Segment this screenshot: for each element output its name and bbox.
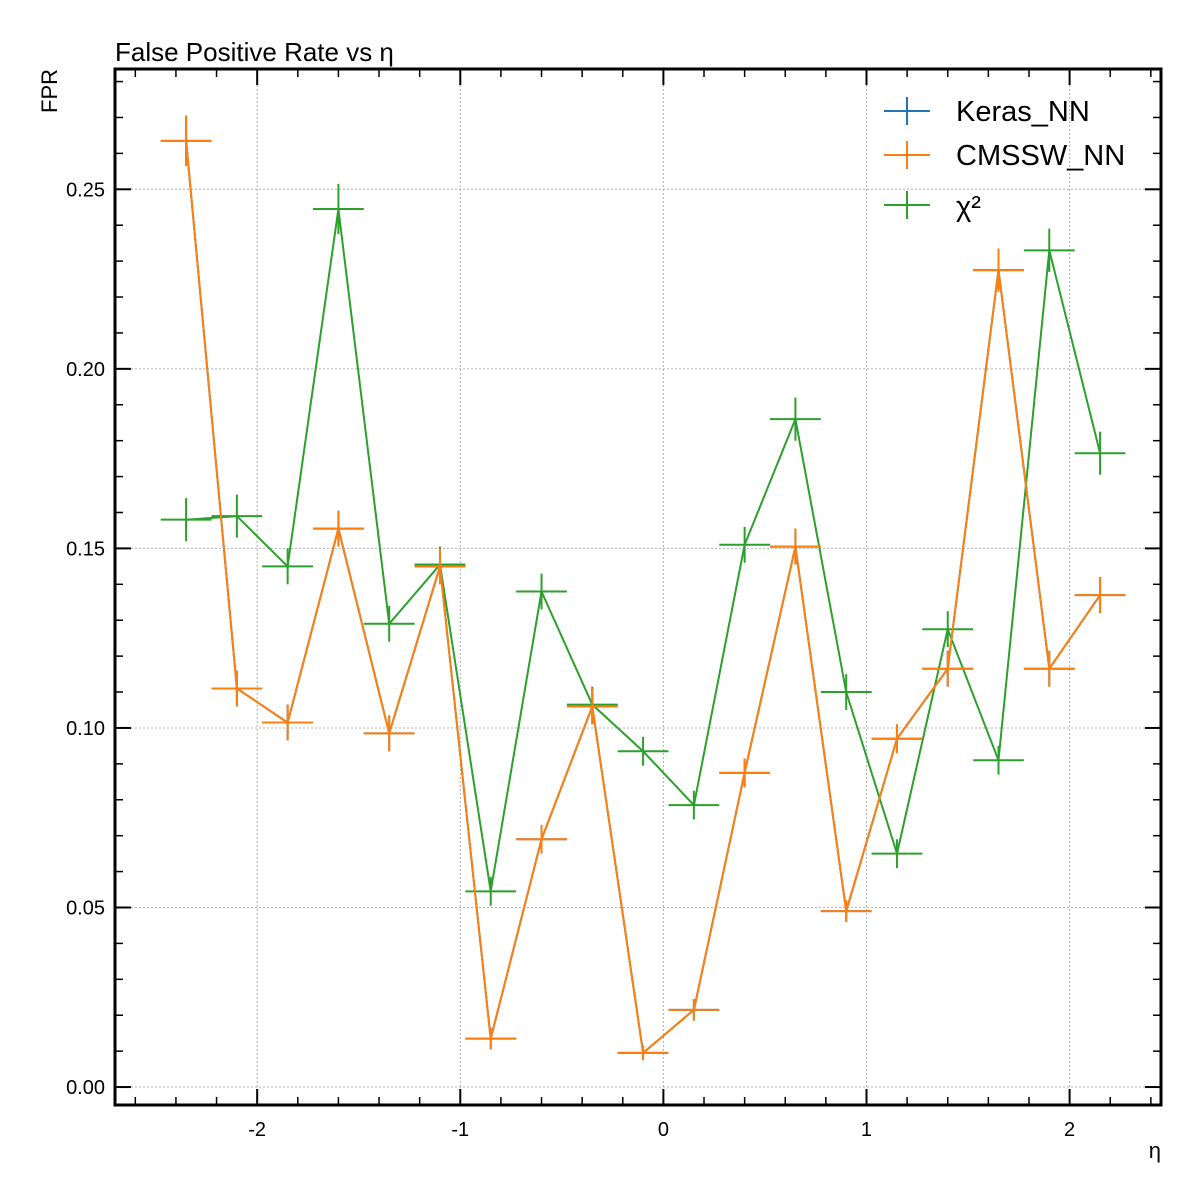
series-2 — [160, 183, 1126, 906]
x-tick-label: 2 — [1064, 1119, 1075, 1141]
chart-title: False Positive Rate vs η — [115, 37, 394, 67]
y-tick-label: 0.05 — [66, 897, 105, 919]
x-tick-label: -2 — [248, 1119, 266, 1141]
x-tick-label: 0 — [658, 1119, 669, 1141]
y-tick-label: 0.15 — [66, 538, 105, 560]
x-tick-label: 1 — [861, 1119, 872, 1141]
axes-frame — [113, 67, 1163, 1107]
legend-label-keras-nn: Keras_NN — [956, 96, 1090, 128]
legend-label-chi2: χ² — [956, 191, 981, 223]
y-tick-label: 0.10 — [66, 718, 105, 740]
legend-entry-chi2: χ² — [884, 191, 981, 223]
y-axis-label: FPR — [37, 69, 62, 113]
y-tick-label: 0.25 — [66, 179, 105, 201]
legend-label-cmssw-nn: CMSSW_NN — [956, 140, 1125, 172]
series-line — [185, 140, 1101, 1055]
series-0 — [160, 115, 1126, 1061]
x-axis-label: η — [1149, 1138, 1161, 1163]
series-line — [185, 140, 1101, 1055]
axis-ticks — [115, 69, 1161, 1105]
y-tick-label: 0.20 — [66, 359, 105, 381]
tick-labels: -2 -1 0 1 2 0.00 0.05 0.10 0.15 0.20 0.25 — [66, 179, 1075, 1141]
series-1 — [160, 115, 1126, 1061]
legend: Keras_NN CMSSW_NN χ² — [884, 96, 1125, 223]
legend-entry-cmssw-nn: CMSSW_NN — [884, 140, 1125, 172]
series-layer — [160, 115, 1126, 1061]
grid-lines — [115, 69, 1161, 1105]
x-tick-label: -1 — [451, 1119, 469, 1141]
y-tick-label: 0.00 — [66, 1077, 105, 1099]
legend-entry-keras-nn: Keras_NN — [884, 96, 1090, 128]
